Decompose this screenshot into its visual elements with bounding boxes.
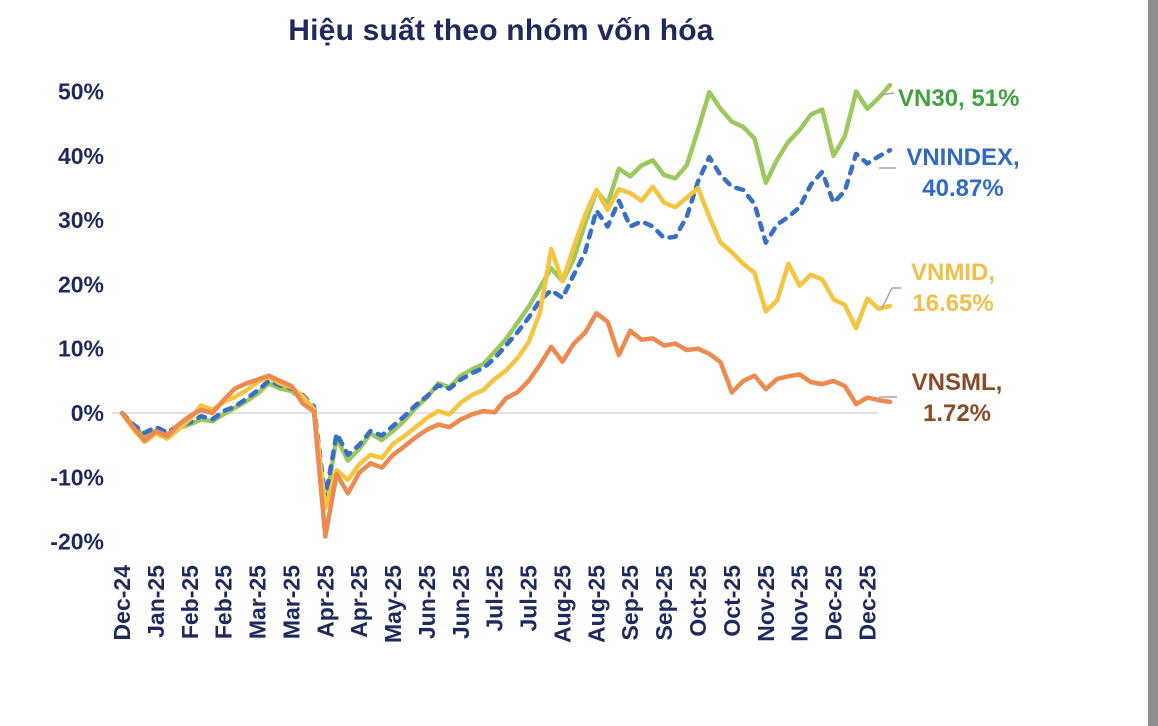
x-tick-label: Nov-25 xyxy=(787,565,813,642)
x-tick-label: Nov-25 xyxy=(753,565,779,642)
series-end-label-vnindex: VNINDEX, 40.87% xyxy=(906,144,1019,202)
y-tick-label: -10% xyxy=(50,464,104,490)
y-tick-label: 30% xyxy=(58,207,104,233)
series-end-label-vnmid: VNMID, 16.65% xyxy=(911,259,995,317)
x-tick-label: Jun-25 xyxy=(448,565,474,639)
x-tick-label: Feb-25 xyxy=(177,565,203,639)
series-end-label-vn30: VN30, 51% xyxy=(898,85,1019,112)
leader-line-vn30 xyxy=(880,92,895,96)
series-line-vnindex xyxy=(119,147,893,501)
chart-title: Hiệu suất theo nhóm vốn hóa xyxy=(288,14,714,47)
x-tick-label: Dec-24 xyxy=(109,565,135,641)
series-end-label-vnsml: VNSML, 1.72% xyxy=(912,369,1003,427)
x-tick-label: May-25 xyxy=(380,565,406,643)
x-tick-label: Apr-25 xyxy=(346,565,372,638)
x-tick-label: Mar-25 xyxy=(278,565,304,639)
series-line-vnsml xyxy=(119,311,893,539)
x-tick-label: Jun-25 xyxy=(414,565,440,639)
x-tick-label: Jan-25 xyxy=(143,565,169,638)
x-tick-label: Mar-25 xyxy=(245,565,271,639)
x-tick-label: Apr-25 xyxy=(312,565,338,638)
series-line-vn30 xyxy=(119,82,893,510)
x-tick-label: Oct-25 xyxy=(685,565,711,637)
y-tick-label: 0% xyxy=(71,400,104,426)
x-tick-label: Sep-25 xyxy=(617,565,643,641)
y-tick-label: 10% xyxy=(58,336,104,362)
x-tick-label: Jul-25 xyxy=(516,565,542,632)
scrollbar[interactable] xyxy=(1148,0,1158,726)
x-tick-label: Dec-25 xyxy=(854,565,880,641)
x-tick-label: Feb-25 xyxy=(211,565,237,639)
y-tick-label: -20% xyxy=(50,529,104,555)
x-tick-label: Aug-25 xyxy=(583,565,609,643)
x-tick-label: Aug-25 xyxy=(549,565,575,643)
x-tick-label: Dec-25 xyxy=(821,565,847,641)
x-tick-label: Sep-25 xyxy=(651,565,677,641)
leader-line-vnmid xyxy=(881,287,901,309)
x-tick-label: Jul-25 xyxy=(482,565,508,632)
x-tick-label: Oct-25 xyxy=(719,565,745,637)
y-tick-label: 40% xyxy=(58,143,104,169)
series-line-vnmid xyxy=(119,184,893,511)
y-tick-label: 20% xyxy=(58,271,104,297)
y-tick-label: 50% xyxy=(58,79,104,105)
